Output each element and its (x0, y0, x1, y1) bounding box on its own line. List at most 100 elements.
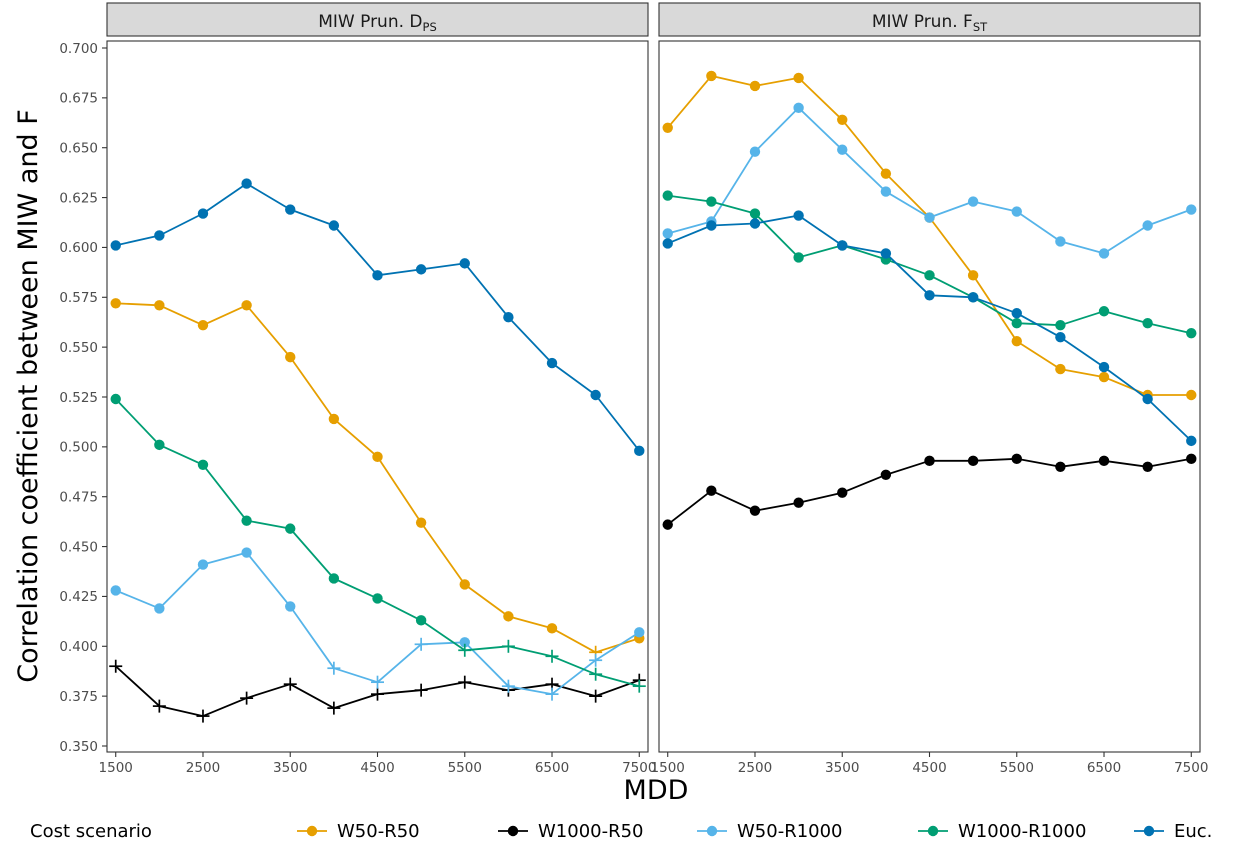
x-axis: 1500 2500 3500 4500 5500 6500 7500 (651, 752, 1208, 776)
data-point (459, 637, 470, 648)
data-point (546, 623, 558, 634)
series-euc- (662, 210, 1197, 447)
data-point (109, 659, 123, 673)
legend-title: Cost scenario (30, 821, 152, 842)
panel-frame (106, 40, 649, 753)
legend-item: W50-R50 (297, 821, 420, 842)
legend-label: W50-R1000 (737, 821, 843, 842)
legend: Cost scenario W50-R50 W1000-R50 W50-R1000 W1… (30, 821, 1212, 842)
data-point (285, 601, 296, 612)
y-axis: 0.350 0.375 0.400 0.425 0.450 0.475 0.500 0.525… (59, 41, 107, 755)
data-point (459, 258, 470, 269)
data-point (503, 312, 514, 323)
data-point (285, 523, 296, 534)
y-tick-label: 0.700 (59, 41, 98, 57)
data-point (837, 144, 848, 155)
data-point (327, 701, 341, 715)
data-point (1011, 453, 1022, 465)
series-w50-r1000 (110, 547, 645, 701)
x-tick-label: 4500 (360, 760, 394, 776)
data-point (327, 661, 341, 675)
data-point (634, 627, 645, 638)
y-tick-label: 0.350 (59, 739, 98, 755)
data-point (924, 455, 935, 467)
data-point (632, 679, 646, 693)
y-tick-label: 0.650 (59, 141, 98, 157)
y-tick-label: 0.375 (59, 689, 98, 705)
data-point (1011, 206, 1022, 217)
data-point (285, 351, 296, 363)
data-point (241, 515, 252, 526)
data-point (197, 559, 209, 570)
facet-strip (658, 2, 1201, 37)
data-point (415, 615, 427, 626)
data-point (328, 413, 340, 425)
legend-label: Euc. (1174, 821, 1212, 842)
data-point (880, 248, 892, 259)
data-point (501, 679, 515, 693)
data-point (1186, 435, 1197, 447)
data-point (589, 653, 603, 667)
data-point (371, 675, 384, 689)
legend-label: W50-R50 (337, 821, 420, 842)
legend-label: W1000-R50 (538, 821, 644, 842)
y-tick-label: 0.425 (59, 589, 98, 605)
data-point (414, 637, 428, 651)
data-point (793, 72, 804, 84)
data-point (328, 573, 340, 584)
data-point (967, 270, 979, 281)
data-point (793, 497, 804, 508)
data-point (749, 208, 761, 219)
legend-item: W1000-R50 (498, 821, 644, 842)
data-point (501, 639, 515, 653)
data-point (1186, 204, 1197, 215)
data-point (197, 320, 209, 331)
series-w50-r1000 (662, 102, 1197, 259)
data-point (1142, 461, 1153, 472)
data-point (503, 611, 514, 622)
data-point (110, 585, 121, 596)
data-point (1055, 331, 1066, 343)
y-tick-label: 0.500 (59, 440, 98, 456)
data-point (880, 469, 892, 480)
x-tick-label: 4500 (912, 760, 946, 776)
data-point (590, 389, 601, 401)
data-point (545, 687, 559, 701)
data-point (749, 505, 761, 516)
data-point (459, 579, 470, 590)
y-tick-label: 0.550 (59, 340, 98, 356)
data-point (241, 178, 252, 189)
data-point (110, 298, 121, 309)
legend-item: Euc. (1134, 821, 1212, 842)
data-point (1098, 371, 1110, 383)
series-w1000-r1000 (110, 393, 646, 693)
y-tick-label: 0.675 (59, 91, 98, 107)
data-point (634, 445, 645, 457)
legend-key-point (507, 825, 519, 837)
x-axis: 1500 2500 3500 4500 5500 6500 7500 (99, 752, 656, 776)
data-point (1142, 393, 1153, 405)
data-point (1011, 308, 1022, 319)
panel-frame (658, 40, 1201, 753)
data-point (662, 228, 673, 239)
x-tick-label: 7500 (1174, 760, 1208, 776)
data-point (241, 300, 252, 311)
x-tick-label: 6500 (1087, 760, 1121, 776)
data-point (880, 186, 892, 197)
data-point (414, 683, 428, 697)
legend-key-point (306, 825, 318, 837)
y-tick-label: 0.625 (59, 190, 98, 206)
data-point (749, 218, 761, 229)
data-point (706, 196, 717, 207)
data-point (1142, 318, 1153, 329)
y-tick-label: 0.475 (59, 490, 98, 506)
legend-item: W1000-R1000 (918, 821, 1086, 842)
data-point (1098, 361, 1110, 373)
data-point (285, 204, 296, 215)
data-point (1098, 455, 1110, 467)
data-point (154, 603, 165, 614)
data-point (1142, 220, 1153, 231)
facet-strip (106, 2, 649, 37)
data-point (793, 252, 804, 263)
